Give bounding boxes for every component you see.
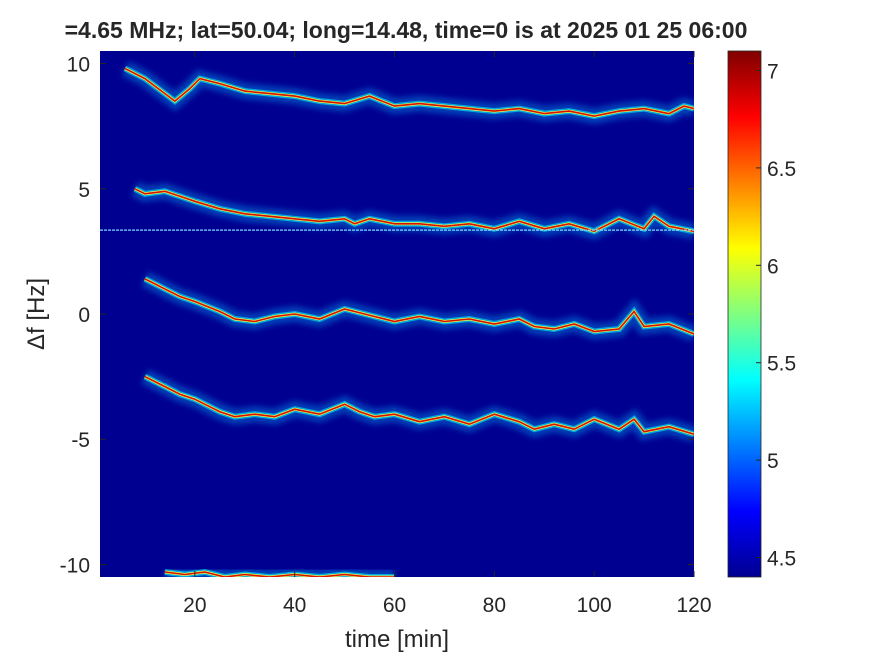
y-tick-label: -10 xyxy=(60,554,90,577)
trace-3 xyxy=(141,271,694,342)
colorbar-tick-label: 7 xyxy=(767,60,779,83)
y-axis-label: Δf [Hz] xyxy=(23,278,50,350)
trace-4 xyxy=(141,369,694,442)
x-tick-label: 60 xyxy=(383,594,406,617)
x-axis-label: time [min] xyxy=(345,626,449,653)
colorbar-ticks: 7 6.5 6 5.5 5 4.5 xyxy=(756,60,796,571)
colorbar-tick-label: 5 xyxy=(767,450,779,473)
trace-5 xyxy=(164,563,395,577)
x-tick-label: 20 xyxy=(183,594,206,617)
chart-title: =4.65 MHz; lat=50.04; long=14.48, time=0… xyxy=(65,17,748,43)
trace-layer xyxy=(121,61,694,577)
colorbar-tick-label: 4.5 xyxy=(767,548,796,571)
x-tick-label: 40 xyxy=(283,594,306,617)
colorbar-tick-label: 6 xyxy=(767,255,779,278)
y-tick-label: 0 xyxy=(78,304,90,327)
x-tick-label: 80 xyxy=(483,594,506,617)
colorbar-tick-label: 6.5 xyxy=(767,158,796,181)
colorbar-tick-label: 5.5 xyxy=(767,353,796,376)
y-tick-label: 5 xyxy=(78,179,90,202)
x-tick-label: 100 xyxy=(577,594,612,617)
x-tick-label: 120 xyxy=(676,594,711,617)
trace-1 xyxy=(121,61,694,125)
y-axis-ticks: 10 5 0 -5 -10 xyxy=(60,54,694,577)
x-axis-ticks: 20 40 60 80 100 120 xyxy=(183,51,712,617)
y-tick-label: 10 xyxy=(67,54,90,77)
y-tick-label: -5 xyxy=(71,429,90,452)
colorbar xyxy=(727,50,762,578)
trace-2 xyxy=(131,181,694,240)
